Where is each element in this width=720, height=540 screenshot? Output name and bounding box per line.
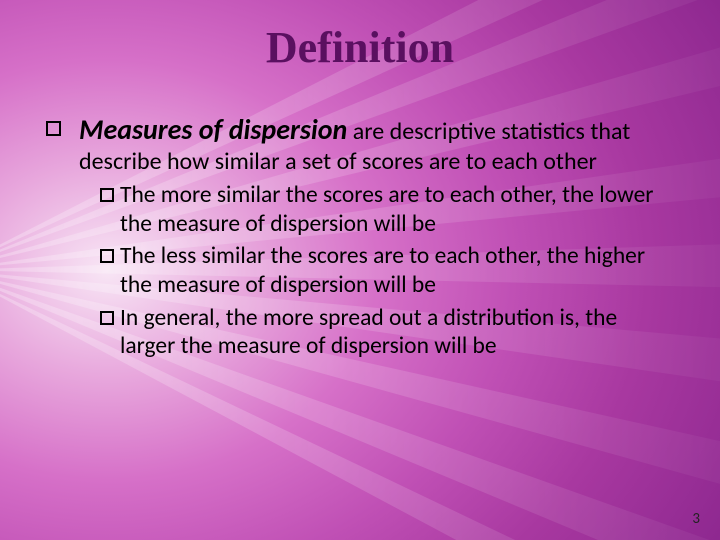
square-bullet-icon (46, 121, 61, 136)
main-bullet-item: Measures of dispersion are descriptive s… (46, 112, 674, 177)
sub-bullet-list: The more similar the scores are to each … (100, 181, 674, 361)
slide-title: Definition (0, 22, 720, 73)
sub-bullet-item: The less similar the scores are to each … (100, 242, 674, 299)
page-number: 3 (692, 510, 700, 528)
sub-bullet-item: The more similar the scores are to each … (100, 181, 674, 238)
main-bullet-text: Measures of dispersion are descriptive s… (79, 112, 674, 177)
square-bullet-icon (100, 311, 114, 325)
slide: Definition Measures of dispersion are de… (0, 0, 720, 540)
sub-bullet-text: The more similar the scores are to each … (120, 181, 674, 238)
sub-bullet-text: The less similar the scores are to each … (120, 242, 674, 299)
slide-content: Measures of dispersion are descriptive s… (46, 112, 674, 361)
sub-bullet-item: In general, the more spread out a distri… (100, 304, 674, 361)
sub-bullet-text: In general, the more spread out a distri… (120, 304, 674, 361)
square-bullet-icon (100, 249, 114, 263)
square-bullet-icon (100, 188, 114, 202)
emphasis-text: Measures of dispersion (79, 112, 347, 147)
